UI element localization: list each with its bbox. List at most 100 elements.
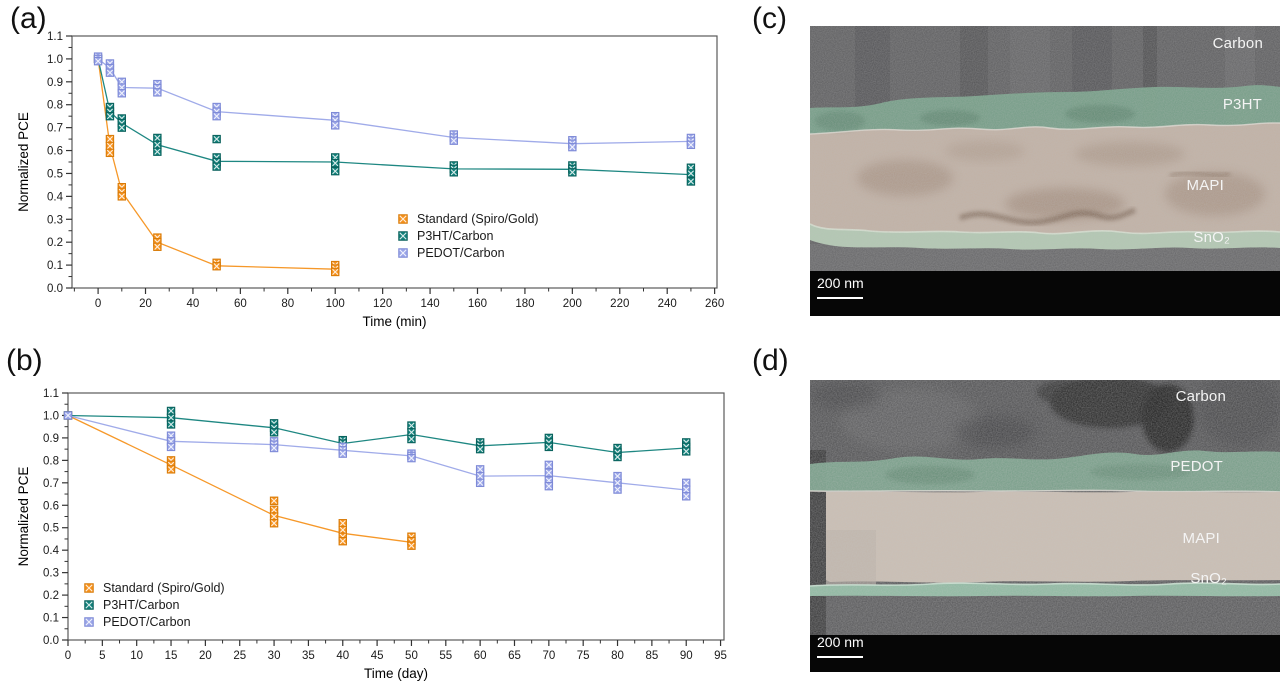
x-tick-label: 80 bbox=[611, 650, 624, 662]
data-marker bbox=[407, 434, 416, 444]
y-tick-label: 0.4 bbox=[47, 191, 64, 203]
data-marker bbox=[117, 123, 126, 132]
scale-bar-text: 200 nm bbox=[817, 275, 864, 291]
data-marker bbox=[269, 496, 279, 505]
x-tick-label: 75 bbox=[577, 650, 590, 662]
panel-label-b: (b) bbox=[6, 344, 43, 377]
data-marker bbox=[682, 447, 691, 456]
data-marker bbox=[398, 214, 408, 224]
y-tick-label: 0.3 bbox=[47, 214, 63, 226]
legend-label: PEDOT/Carbon bbox=[417, 246, 505, 260]
layer-label-mapi: MAPI bbox=[1186, 177, 1224, 194]
data-marker bbox=[153, 140, 162, 150]
y-tick-label: 1.1 bbox=[47, 31, 63, 43]
x-tick-label: 10 bbox=[130, 650, 143, 662]
data-marker bbox=[105, 68, 115, 77]
y-tick-label: 0.8 bbox=[43, 455, 59, 467]
layer-label-carbon: Carbon bbox=[1175, 388, 1226, 405]
x-tick-label: 140 bbox=[420, 298, 439, 310]
legend-label: P3HT/Carbon bbox=[417, 229, 493, 243]
data-marker bbox=[212, 262, 221, 271]
y-tick-label: 0.1 bbox=[43, 613, 59, 625]
x-tick-label: 60 bbox=[474, 650, 487, 662]
x-tick-label: 35 bbox=[302, 650, 315, 662]
sem-texture-c bbox=[810, 26, 1280, 316]
y-tick-label: 0.0 bbox=[47, 283, 63, 295]
data-marker bbox=[153, 88, 162, 97]
x-tick-label: 220 bbox=[610, 298, 629, 310]
scale-bar-line bbox=[817, 297, 863, 299]
x-axis-title: Time (min) bbox=[363, 314, 427, 329]
x-tick-label: 20 bbox=[199, 650, 212, 662]
data-marker bbox=[84, 617, 94, 627]
data-marker bbox=[269, 443, 279, 453]
y-tick-label: 0.2 bbox=[47, 237, 63, 249]
data-marker bbox=[84, 583, 94, 593]
data-marker bbox=[153, 147, 162, 156]
layer-label-sno2: SnO₂ bbox=[1193, 229, 1230, 246]
y-tick-label: 0.1 bbox=[47, 260, 63, 272]
panel-label-a: (a) bbox=[10, 2, 47, 35]
legend-label: PEDOT/Carbon bbox=[103, 615, 191, 629]
y-axis-title: Normalized PCE bbox=[16, 112, 31, 212]
data-marker bbox=[166, 442, 176, 452]
x-tick-label: 100 bbox=[326, 298, 345, 310]
y-tick-label: 1.1 bbox=[43, 388, 59, 400]
data-marker bbox=[568, 142, 577, 152]
sem-cross-section-p3ht: Carbon P3HT MAPI SnO₂ 200 nm bbox=[810, 26, 1280, 316]
sem-texture-d bbox=[810, 380, 1280, 672]
layer-label-p3ht: P3HT bbox=[1222, 96, 1262, 113]
legend-label: Standard (Spiro/Gold) bbox=[417, 212, 539, 226]
y-tick-label: 0.8 bbox=[47, 100, 63, 112]
axes: 0 20 40 60 80 100 120 140 160 180 200 220 240 260 0.0 0… bbox=[47, 31, 724, 310]
chart-svg-a: 0 20 40 60 80 100 120 140 160 180 200 220 240 260 0.0 0… bbox=[16, 31, 724, 329]
data-marker bbox=[153, 133, 162, 143]
axes: 0 5 10 15 20 25 30 35 40 45 50 55 60 65 70 75 80 85 90 95 0.… bbox=[43, 388, 727, 662]
y-tick-label: 0.7 bbox=[47, 123, 63, 135]
x-tick-label: 40 bbox=[336, 650, 349, 662]
x-tick-label: 0 bbox=[65, 650, 71, 662]
x-tick-label: 95 bbox=[714, 650, 727, 662]
x-tick-label: 90 bbox=[680, 650, 693, 662]
panel-label-d: (d) bbox=[752, 344, 789, 377]
data-marker bbox=[117, 89, 126, 98]
y-tick-label: 0.3 bbox=[43, 568, 59, 580]
y-tick-label: 1.0 bbox=[47, 54, 63, 66]
x-tick-label: 65 bbox=[508, 650, 521, 662]
data-marker bbox=[682, 492, 691, 501]
y-axis-title: Normalized PCE bbox=[16, 467, 31, 567]
layer-label-pedot: PEDOT bbox=[1170, 458, 1223, 475]
x-tick-label: 85 bbox=[645, 650, 658, 662]
data-marker bbox=[398, 248, 408, 258]
series-pedot-carbon bbox=[93, 52, 696, 152]
data-marker bbox=[153, 242, 162, 251]
data-marker bbox=[93, 57, 103, 66]
data-marker bbox=[63, 411, 73, 420]
legend-label: P3HT/Carbon bbox=[103, 598, 179, 612]
chart-svg-b: 0 5 10 15 20 25 30 35 40 45 50 55 60 65 70 75 80 85 90 95 0.… bbox=[16, 388, 727, 681]
chart-pce-vs-days: 0 5 10 15 20 25 30 35 40 45 50 55 60 65 70 75 80 85 90 95 0.… bbox=[0, 345, 745, 688]
y-tick-label: 0.6 bbox=[43, 500, 59, 512]
data-marker bbox=[166, 465, 176, 474]
data-marker bbox=[166, 420, 176, 429]
x-tick-label: 60 bbox=[234, 298, 247, 310]
sem-cross-section-pedot: Carbon PEDOT MAPI SnO₂ 200 nm bbox=[810, 380, 1280, 672]
data-marker bbox=[475, 478, 485, 488]
y-tick-label: 0.2 bbox=[43, 590, 59, 602]
data-marker bbox=[212, 162, 221, 171]
x-tick-label: 5 bbox=[99, 650, 105, 662]
data-marker bbox=[105, 111, 115, 121]
data-marker bbox=[398, 231, 408, 241]
y-tick-label: 0.9 bbox=[43, 433, 59, 445]
panel-label-c: (c) bbox=[752, 2, 787, 35]
x-tick-label: 180 bbox=[515, 298, 534, 310]
x-tick-label: 30 bbox=[268, 650, 281, 662]
data-marker bbox=[544, 460, 554, 470]
data-marker bbox=[544, 442, 554, 452]
data-marker bbox=[269, 428, 279, 437]
data-marker bbox=[407, 453, 416, 463]
x-tick-label: 120 bbox=[373, 298, 392, 310]
x-tick-label: 55 bbox=[439, 650, 452, 662]
data-marker bbox=[449, 136, 458, 145]
